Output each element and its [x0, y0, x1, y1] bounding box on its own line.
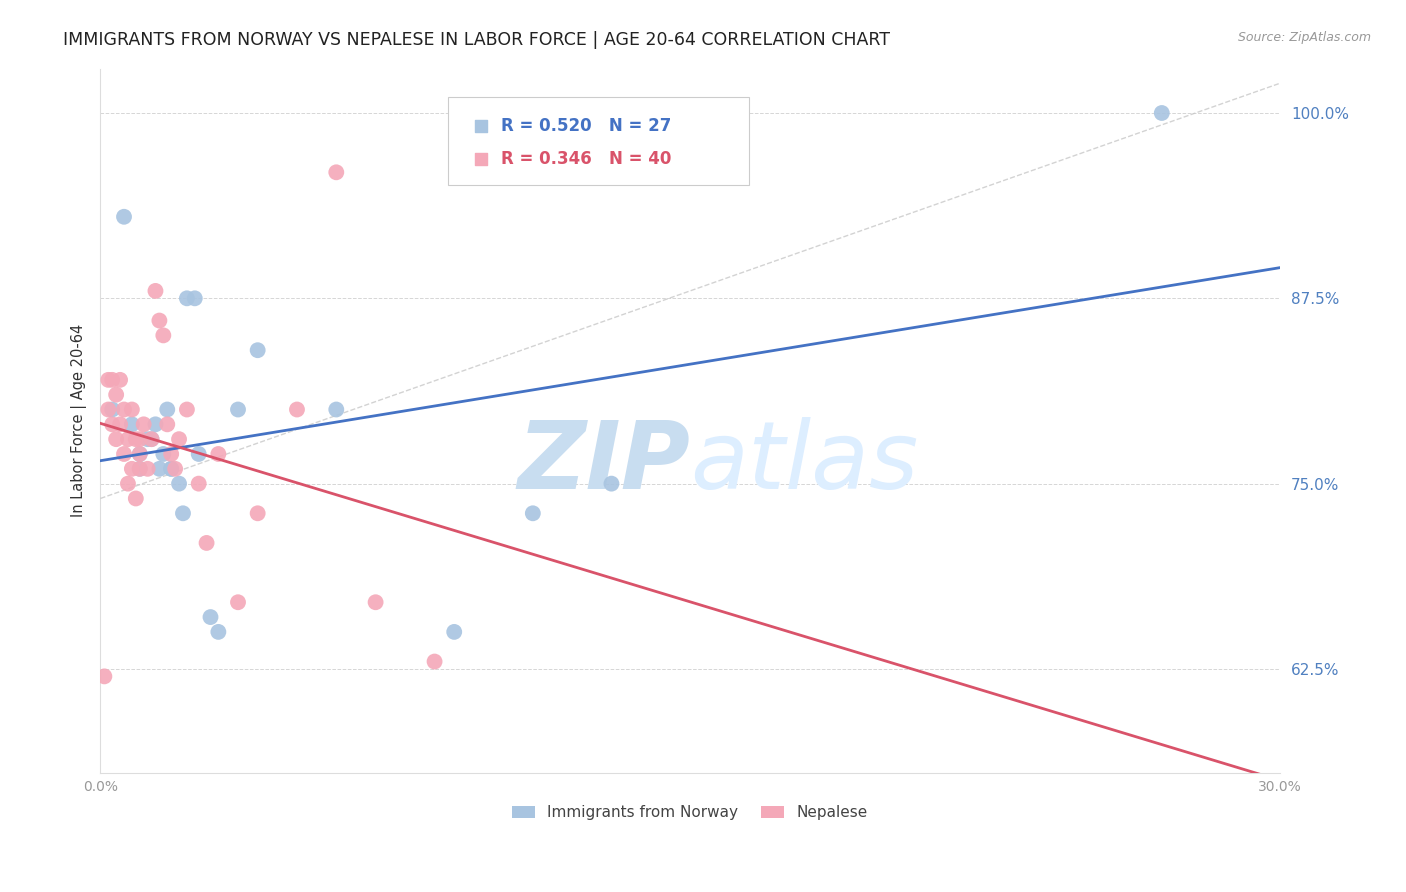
Point	[112, 210, 135, 224]
Point	[156, 417, 179, 432]
Text: atlas: atlas	[690, 417, 918, 508]
Text: R = 0.346   N = 40: R = 0.346 N = 40	[502, 150, 672, 169]
Point	[152, 447, 174, 461]
Point	[1358, 227, 1381, 241]
Y-axis label: In Labor Force | Age 20-64: In Labor Force | Age 20-64	[72, 324, 87, 517]
Point	[112, 402, 135, 417]
Point	[325, 165, 347, 179]
Point	[105, 387, 128, 401]
Point	[156, 402, 179, 417]
Point	[172, 506, 194, 520]
Point	[246, 343, 269, 358]
Point	[101, 373, 124, 387]
Point	[105, 432, 128, 446]
Point	[226, 595, 249, 609]
Point	[184, 291, 207, 305]
Text: IMMIGRANTS FROM NORWAY VS NEPALESE IN LABOR FORCE | AGE 20-64 CORRELATION CHART: IMMIGRANTS FROM NORWAY VS NEPALESE IN LA…	[63, 31, 890, 49]
Point	[246, 506, 269, 520]
Point	[97, 402, 120, 417]
Point	[132, 417, 155, 432]
Point	[152, 328, 174, 343]
Point	[195, 536, 218, 550]
Point	[141, 432, 163, 446]
Legend: Immigrants from Norway, Nepalese: Immigrants from Norway, Nepalese	[508, 801, 872, 825]
Point	[443, 624, 465, 639]
Point	[117, 432, 139, 446]
Point	[522, 506, 544, 520]
Point	[423, 655, 446, 669]
Point	[207, 447, 229, 461]
Point	[121, 417, 143, 432]
Point	[1358, 297, 1381, 311]
Point	[165, 462, 187, 476]
Point	[101, 417, 124, 432]
Point	[108, 417, 131, 432]
Point	[226, 402, 249, 417]
FancyBboxPatch shape	[449, 96, 749, 185]
Point	[97, 373, 120, 387]
Point	[128, 447, 150, 461]
Point	[167, 432, 190, 446]
Point	[128, 447, 150, 461]
Point	[145, 417, 167, 432]
Point	[364, 595, 387, 609]
Point	[141, 432, 163, 446]
Point	[125, 432, 148, 446]
Point	[128, 432, 150, 446]
Point	[148, 313, 170, 327]
Point	[121, 402, 143, 417]
Point	[207, 624, 229, 639]
Point	[1150, 106, 1173, 120]
Point	[160, 447, 183, 461]
Point	[128, 462, 150, 476]
Point	[125, 491, 148, 506]
Point	[176, 402, 198, 417]
Point	[101, 402, 124, 417]
Point	[128, 462, 150, 476]
Point	[600, 476, 623, 491]
Point	[160, 462, 183, 476]
Point	[112, 447, 135, 461]
Point	[136, 462, 159, 476]
Point	[117, 476, 139, 491]
Point	[176, 291, 198, 305]
Point	[167, 476, 190, 491]
Point	[325, 402, 347, 417]
Point	[145, 284, 167, 298]
Text: ZIP: ZIP	[517, 417, 690, 508]
Point	[121, 462, 143, 476]
Point	[285, 402, 308, 417]
Point	[148, 462, 170, 476]
Point	[187, 476, 209, 491]
Text: Source: ZipAtlas.com: Source: ZipAtlas.com	[1237, 31, 1371, 45]
Point	[93, 669, 115, 683]
Point	[136, 432, 159, 446]
Text: R = 0.520   N = 27: R = 0.520 N = 27	[502, 117, 672, 135]
Point	[160, 462, 183, 476]
Point	[187, 447, 209, 461]
Point	[108, 373, 131, 387]
Point	[200, 610, 222, 624]
